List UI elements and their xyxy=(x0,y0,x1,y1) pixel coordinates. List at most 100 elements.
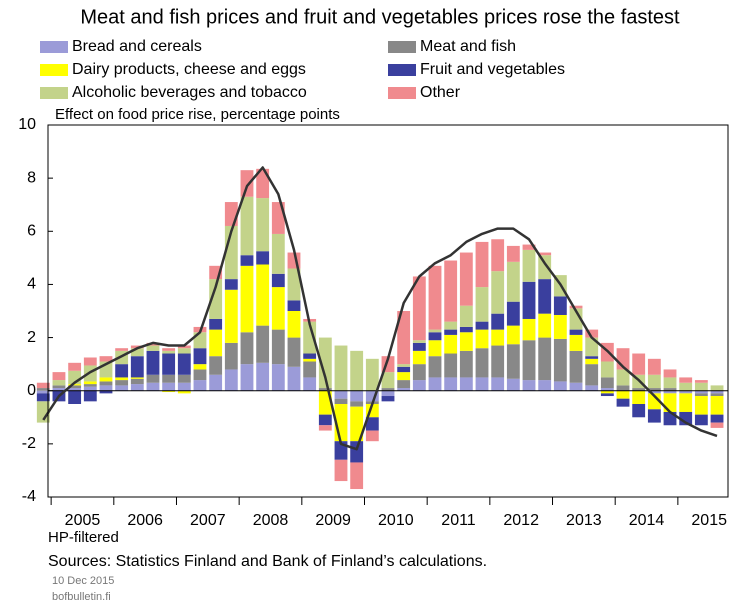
bar-segment xyxy=(177,390,191,394)
bar-segment xyxy=(146,345,160,351)
bar-segment xyxy=(459,326,473,333)
bar-segment xyxy=(694,382,708,391)
bar-segment xyxy=(475,287,489,322)
bar-segment xyxy=(553,314,567,339)
bar-segment xyxy=(522,244,536,250)
bar-segment xyxy=(569,305,583,309)
bar-segment xyxy=(209,329,223,357)
bar-segment xyxy=(36,388,50,391)
bar-segment xyxy=(52,385,66,389)
bar-segment xyxy=(177,353,191,375)
bar-segment xyxy=(475,377,489,391)
x-tick-label: 2015 xyxy=(691,512,727,529)
bar-segment xyxy=(600,377,614,389)
bar-segment xyxy=(412,380,426,391)
bar-segment xyxy=(256,251,270,265)
bar-segment xyxy=(177,382,191,391)
bar-segment xyxy=(585,356,599,359)
bar-segment xyxy=(303,353,317,359)
bar-segment xyxy=(694,393,708,397)
legend-label: Alcoholic beverages and tobacco xyxy=(72,84,307,101)
bar-segment xyxy=(491,239,505,272)
bar-segment xyxy=(694,396,708,415)
bar-segment xyxy=(381,390,395,397)
plot-frame xyxy=(47,124,729,498)
bar-segment xyxy=(36,393,50,402)
bar-segment xyxy=(68,384,82,386)
bar-segment xyxy=(256,198,270,252)
x-tick-label: 2007 xyxy=(190,512,226,529)
bar-segment xyxy=(130,384,144,391)
bar-segment xyxy=(616,385,630,391)
bar-segment xyxy=(600,361,614,378)
bar-segment xyxy=(36,382,50,389)
bar-segment xyxy=(334,345,348,391)
bar-segment xyxy=(647,374,661,389)
legend-swatch xyxy=(388,41,416,53)
bar-segment xyxy=(679,390,693,394)
bar-segment xyxy=(428,265,442,330)
bar-segment xyxy=(381,372,395,389)
bar-segment xyxy=(115,380,129,386)
bar-segment xyxy=(679,377,693,383)
bar-segment xyxy=(397,380,411,389)
bar-segment xyxy=(224,279,238,290)
bar-segment xyxy=(647,390,661,394)
x-note: HP-filtered xyxy=(48,529,119,546)
bar-segment xyxy=(177,348,191,354)
bar-segment xyxy=(459,377,473,391)
bar-segment xyxy=(491,329,505,346)
bar-segment xyxy=(459,305,473,327)
bar-segment xyxy=(506,261,520,302)
bar-segment xyxy=(459,332,473,351)
bar-segment xyxy=(146,382,160,391)
bar-segment xyxy=(271,273,285,288)
bar-segment xyxy=(287,268,301,301)
bar-segment xyxy=(632,353,646,375)
bar-segment xyxy=(412,364,426,381)
bar-segment xyxy=(506,301,520,326)
bar-segment xyxy=(115,377,129,381)
bar-segment xyxy=(224,289,238,343)
y-tick-label: 2 xyxy=(27,329,36,346)
bar-segment xyxy=(68,362,82,371)
bar-segment xyxy=(553,296,567,315)
bar-segment xyxy=(177,345,191,349)
bar-segment xyxy=(130,345,144,349)
bar-segment xyxy=(538,252,552,256)
bar-segment xyxy=(506,344,520,379)
bar-segment xyxy=(397,366,411,373)
bar-segment xyxy=(412,350,426,365)
bar-segment xyxy=(271,287,285,330)
bar-segment xyxy=(397,372,411,381)
bar-segment xyxy=(663,369,677,378)
bar-segment xyxy=(303,361,317,378)
bar-segment xyxy=(240,196,254,256)
bar-segment xyxy=(585,385,599,391)
bar-segment xyxy=(209,318,223,330)
bar-segment xyxy=(162,350,176,354)
bar-segment xyxy=(193,369,207,381)
bar-segment xyxy=(397,388,411,391)
x-tick-label: 2010 xyxy=(378,512,414,529)
bar-segment xyxy=(600,393,614,397)
bar-segment xyxy=(240,265,254,333)
y-tick-label: 4 xyxy=(27,276,36,293)
bar-segment xyxy=(585,358,599,365)
bar-segment xyxy=(36,390,50,394)
bar-segment xyxy=(694,414,708,426)
bar-segment xyxy=(240,170,254,197)
bar-segment xyxy=(130,348,144,357)
bar-segment xyxy=(569,350,583,383)
bar-segment xyxy=(209,356,223,375)
x-tick-label: 2008 xyxy=(253,512,289,529)
bar-segment xyxy=(365,417,379,431)
bar-segment xyxy=(459,252,473,306)
bar-segment xyxy=(428,329,442,333)
bar-segment xyxy=(83,386,97,391)
bar-segment xyxy=(663,377,677,389)
bar-segment xyxy=(475,329,489,349)
x-tick-label: 2012 xyxy=(503,512,539,529)
bar-segment xyxy=(428,356,442,378)
chart-title: Meat and fish prices and fruit and veget… xyxy=(80,6,680,28)
